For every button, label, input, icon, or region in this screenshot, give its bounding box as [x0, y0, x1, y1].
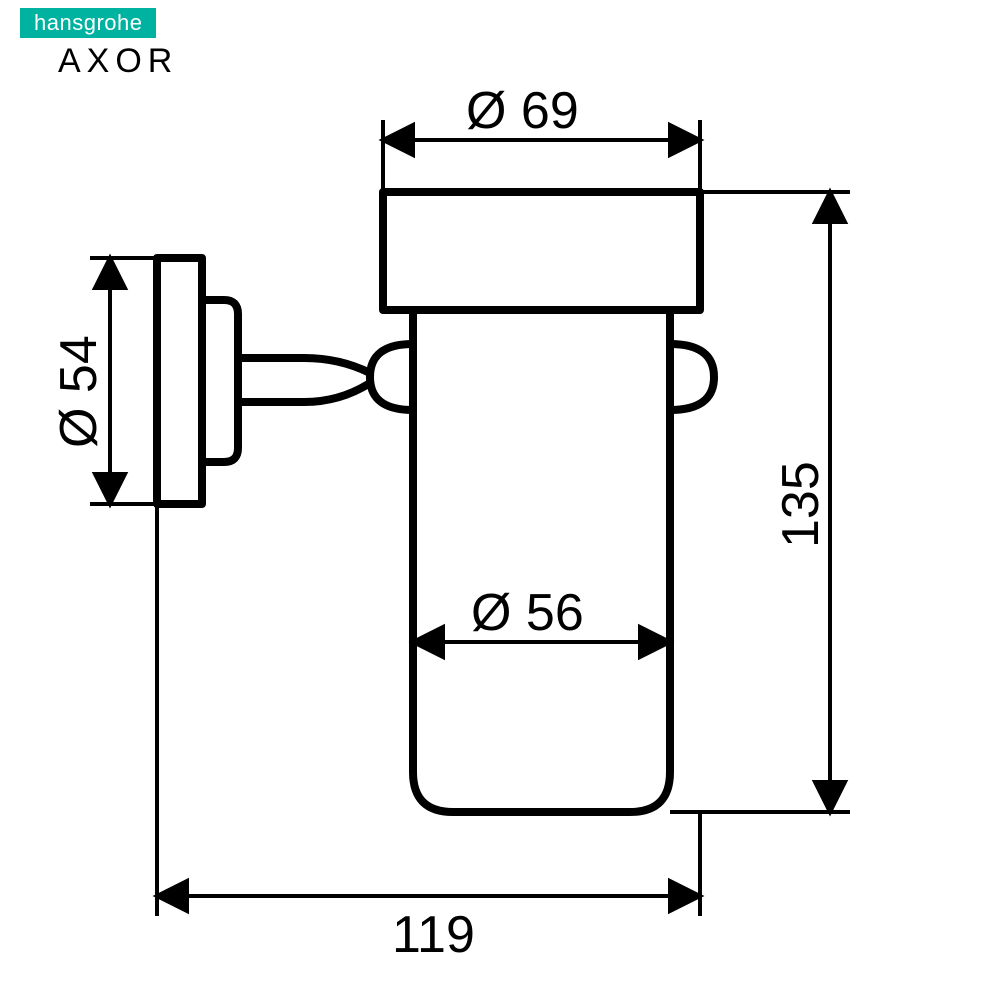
dim-width-label: 119: [392, 906, 475, 964]
dim-top-diameter-label: Ø 69: [466, 82, 579, 140]
product-outline: [157, 192, 714, 812]
technical-drawing: Ø 69 Ø 54 Ø 56 135 119: [0, 0, 1000, 1000]
dim-mount-diameter-label: Ø 54: [50, 335, 108, 448]
dim-height-label: 135: [772, 461, 830, 548]
dim-width: [157, 504, 700, 916]
dim-inner-diameter-label: Ø 56: [471, 584, 584, 642]
